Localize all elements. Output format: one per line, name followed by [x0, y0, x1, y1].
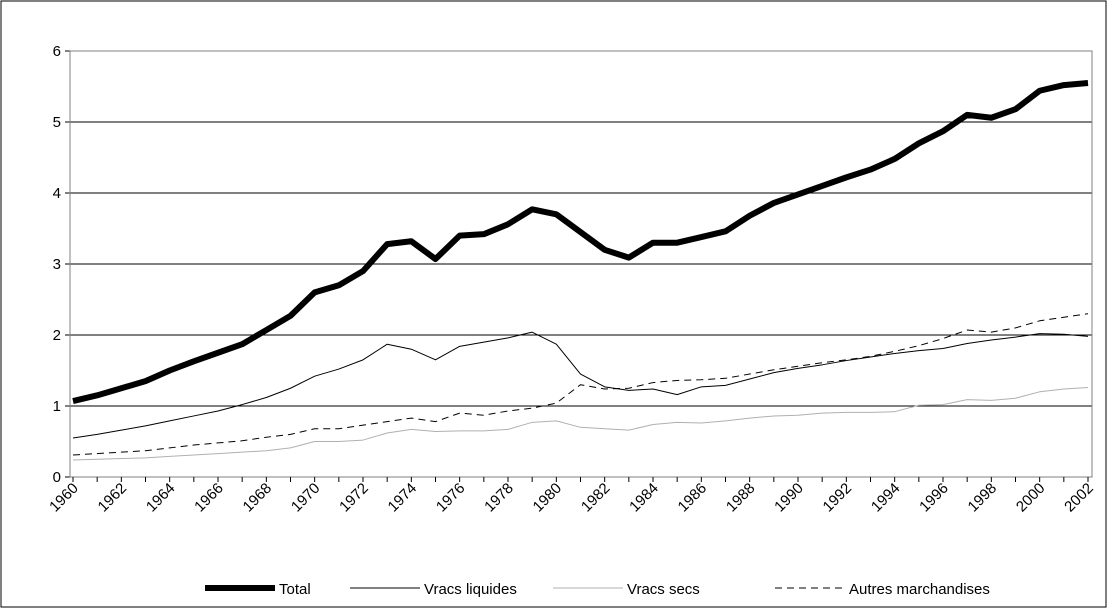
- series-line: [72, 331, 1089, 439]
- y-tick-label: 0: [53, 469, 61, 486]
- legend-label: Total: [279, 581, 311, 598]
- series-line: [72, 79, 1089, 404]
- y-tick-label: 2: [53, 327, 61, 344]
- y-tick-label: 6: [53, 43, 61, 60]
- legend-label: Vracs secs: [627, 581, 700, 598]
- y-tick-label: 5: [53, 114, 61, 131]
- y-tick-label: 4: [53, 185, 61, 202]
- series-line: [72, 387, 1089, 461]
- legend-label: Vracs liquides: [424, 581, 517, 598]
- y-tick-label: 1: [53, 398, 61, 415]
- legend-label: Autres marchandises: [849, 581, 990, 598]
- y-tick-label: 3: [53, 256, 61, 273]
- series-line: [72, 313, 1089, 456]
